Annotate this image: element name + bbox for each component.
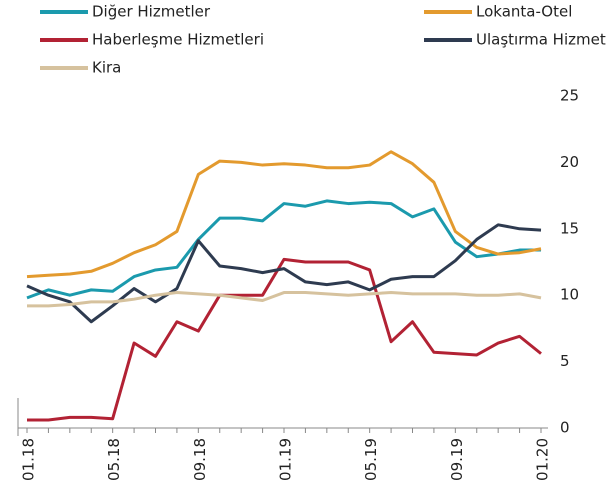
x-tick-label: 09.18 bbox=[191, 438, 209, 481]
x-tick-label: 05.18 bbox=[105, 438, 123, 481]
legend-label: Haberleşme Hizmetleri bbox=[92, 31, 264, 49]
legend-label: Ulaştırma Hizmetleri bbox=[476, 31, 606, 49]
y-tick-label: 25 bbox=[560, 87, 579, 105]
legend-label: Kira bbox=[92, 59, 121, 77]
x-tick-label: 01.19 bbox=[277, 438, 295, 481]
x-tick-label: 09.19 bbox=[448, 438, 466, 481]
x-tick-label: 01.20 bbox=[534, 438, 552, 481]
y-tick-label: 10 bbox=[560, 286, 579, 304]
legend-label: Lokanta-Otel bbox=[476, 3, 572, 21]
x-tick-label: 05.19 bbox=[362, 438, 380, 481]
y-tick-label: 0 bbox=[560, 419, 570, 437]
series-line bbox=[26, 150, 542, 279]
y-tick-label: 20 bbox=[560, 153, 579, 171]
series-line bbox=[27, 257, 542, 422]
y-tick-label: 5 bbox=[560, 352, 570, 370]
series-line bbox=[27, 291, 542, 308]
series-line bbox=[26, 199, 541, 300]
series-line bbox=[26, 223, 542, 324]
y-tick-label: 15 bbox=[560, 219, 579, 237]
legend-label: Diğer Hizmetler bbox=[92, 3, 211, 21]
x-tick-label: 01.18 bbox=[20, 438, 38, 481]
